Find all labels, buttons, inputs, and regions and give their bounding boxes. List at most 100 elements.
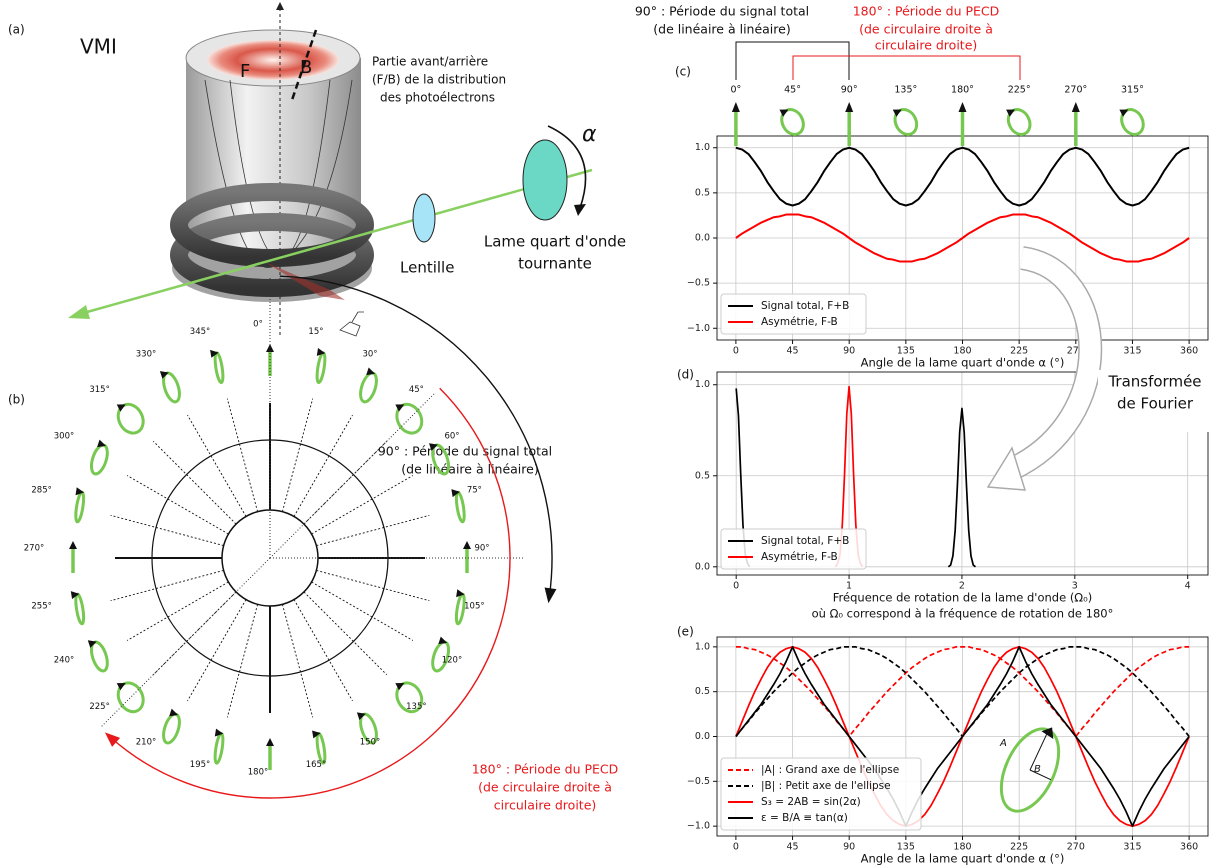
inset-axis [1029, 769, 1052, 781]
polarization-arrowhead [366, 367, 376, 376]
angle-label: 210° [136, 737, 156, 747]
total-period-arc [279, 275, 553, 598]
distribution-label: Partie avant/arrière [372, 55, 488, 69]
polarization-arrowhead [159, 371, 169, 379]
polarization-arrowhead [438, 636, 448, 645]
y-tick-label: 1.0 [695, 641, 710, 652]
laser-arrow [68, 305, 90, 319]
x-tick-label: 0 [733, 346, 739, 357]
distribution-label: des photoélectrons [380, 91, 495, 105]
polarization-ellipse [315, 348, 327, 385]
angle-label: 90° [474, 544, 489, 554]
panel-label: (b) [8, 393, 25, 407]
legend-box [720, 757, 922, 831]
polarization-ellipse [210, 349, 225, 385]
axes-frame [716, 636, 1209, 837]
y-tick-label: −1.0 [687, 821, 710, 832]
annotation: 180° : Période du PECD [853, 4, 1000, 19]
polarization-arrowhead [451, 489, 460, 498]
annotation: circulaire droite) [875, 38, 978, 53]
arc-arrowhead [544, 587, 557, 604]
angle-label: 300° [54, 432, 74, 442]
polarization-ellipse [70, 591, 86, 626]
marker-label: 0° [730, 85, 741, 96]
polarization-ellipse [116, 681, 145, 714]
polarization-arrowhead [75, 487, 85, 496]
polarization-arrowhead [69, 541, 77, 549]
polarization-arrowhead [1071, 102, 1080, 112]
marker-label: 225° [1008, 85, 1031, 96]
reference-line [99, 557, 271, 729]
radial-line [316, 514, 430, 547]
angle-label: 30° [362, 350, 377, 360]
radial-line [281, 398, 314, 512]
polarization-ellipse [454, 589, 466, 626]
marker-label: 90° [841, 85, 858, 96]
inset-label: B [1034, 764, 1041, 775]
bracket [735, 41, 850, 80]
ellipse [89, 443, 109, 476]
arc-arrowhead [104, 732, 121, 747]
radial-line [226, 398, 259, 512]
annotation: (de linéaire à linéaire) [401, 462, 538, 477]
polarization-ellipse [159, 371, 181, 404]
ellipse [454, 490, 466, 524]
ellipse [315, 351, 327, 385]
y-tick-label: 0.0 [695, 731, 710, 742]
polarization-ellipse [356, 712, 378, 745]
front-label: F [240, 61, 250, 82]
angle-label: 195° [190, 760, 210, 770]
angle-label: 60° [444, 432, 459, 442]
x-tick-label: 90 [843, 346, 855, 357]
y-tick-label: 1.0 [695, 379, 710, 390]
polarization-ellipse [213, 728, 225, 765]
x-tick-label: 0 [733, 581, 739, 592]
radial-line [311, 475, 414, 535]
inset [999, 727, 1061, 813]
x-tick-label: 90 [843, 842, 855, 853]
ellipse [213, 351, 225, 385]
polarization-arrowhead [266, 738, 274, 746]
angle-label: 0° [253, 320, 263, 330]
electrode [170, 213, 374, 297]
distribution-label: (F/B) de la distribution [372, 73, 506, 87]
panel-label: (c) [675, 65, 691, 79]
angle-label: 105° [464, 601, 484, 611]
polarization-ellipse [779, 108, 805, 136]
charts: (c) 0 45 90 135 180 225 270 315 360 −1.0 −0.5 0.0 0.5… [675, 65, 1209, 866]
radial-line [187, 414, 247, 517]
inset-arrowhead [1041, 727, 1054, 739]
period-annotations: 90° : Période du signal total (de linéai… [635, 4, 1021, 80]
polarization-arrowhead [87, 640, 97, 648]
bracket [792, 55, 1021, 80]
x-tick-label: 315 [1123, 842, 1141, 853]
ellipse [359, 371, 378, 404]
polarization-arrowhead [395, 404, 405, 412]
legend-label: S₃ = 2AB = sin(2α) [761, 796, 861, 808]
chart: (c) 0 45 90 135 180 225 270 315 360 −1.0 −0.5 0.0 0.5… [675, 65, 1209, 370]
angle-label: 255° [31, 601, 51, 611]
polarization-ellipse [87, 640, 109, 673]
angle-label: 150° [360, 737, 380, 747]
back-label: B [300, 57, 312, 78]
radial-line [293, 414, 353, 517]
x-tick-label: 315 [1123, 346, 1141, 357]
series-line [735, 213, 1190, 263]
legend-label: Signal total, F+B [761, 535, 849, 547]
angle-label: 75° [467, 486, 482, 496]
polarization-ellipse [1119, 108, 1145, 136]
marker-label: 315° [1121, 85, 1144, 96]
polarization-arrowhead [395, 683, 405, 691]
x-axis-label: Fréquence de rotation de la lame d'onde … [833, 591, 1092, 605]
radial-line [110, 569, 224, 602]
polarization-arrowhead [97, 439, 106, 448]
lens [412, 193, 436, 243]
panel-a: (a) VMI F B Lentille α Partie avant/arri… [8, 2, 626, 337]
x-tick-label: 4 [1185, 581, 1191, 592]
radial-line [153, 591, 237, 675]
radial-line [303, 591, 387, 675]
radial-line [153, 441, 237, 525]
annotation: 90° : Période du signal total [378, 444, 552, 459]
polarization-ellipse [892, 108, 919, 136]
